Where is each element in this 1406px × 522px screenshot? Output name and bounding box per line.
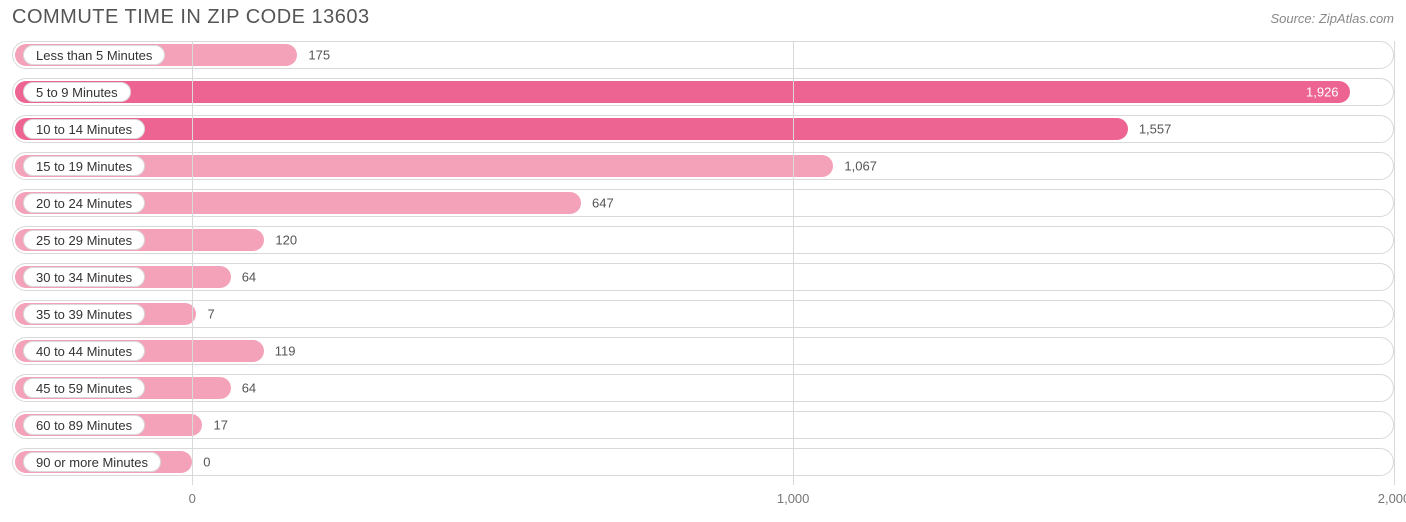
value-label: 64 (242, 381, 256, 396)
category-label: 10 to 14 Minutes (23, 119, 145, 139)
bar-row: Less than 5 Minutes 175 (12, 41, 1394, 69)
category-label: 60 to 89 Minutes (23, 415, 145, 435)
category-label: 20 to 24 Minutes (23, 193, 145, 213)
gridline (1394, 41, 1395, 485)
bar-row: 40 to 44 Minutes 119 (12, 337, 1394, 365)
chart-title: COMMUTE TIME IN ZIP CODE 13603 (12, 6, 370, 29)
value-label: 1,926 (1306, 85, 1339, 100)
category-label: 90 or more Minutes (23, 452, 161, 472)
chart-area: Less than 5 Minutes 175 5 to 9 Minutes 1,92… (12, 41, 1394, 485)
bar-row: 5 to 9 Minutes 1,926 (12, 78, 1394, 106)
value-label: 647 (592, 196, 614, 211)
value-label: 17 (213, 418, 227, 433)
bar-row: 30 to 34 Minutes 64 (12, 263, 1394, 291)
category-label: 45 to 59 Minutes (23, 378, 145, 398)
value-label: 120 (275, 233, 297, 248)
category-label: 15 to 19 Minutes (23, 156, 145, 176)
category-label: 35 to 39 Minutes (23, 304, 145, 324)
value-label: 7 (207, 307, 214, 322)
value-label: 175 (308, 48, 330, 63)
bar-row: 15 to 19 Minutes 1,067 (12, 152, 1394, 180)
x-tick-label: 0 (189, 491, 196, 506)
bar-row: 90 or more Minutes 0 (12, 448, 1394, 476)
bar (15, 118, 1128, 140)
value-label: 1,067 (844, 159, 877, 174)
category-label: 5 to 9 Minutes (23, 82, 131, 102)
bar-row: 35 to 39 Minutes 7 (12, 300, 1394, 328)
x-tick-label: 1,000 (777, 491, 810, 506)
gridline (192, 41, 193, 485)
chart-header: COMMUTE TIME IN ZIP CODE 13603 Source: Z… (0, 0, 1406, 29)
category-label: 40 to 44 Minutes (23, 341, 145, 361)
bar-row: 10 to 14 Minutes 1,557 (12, 115, 1394, 143)
value-label: 1,557 (1139, 122, 1172, 137)
category-label: 25 to 29 Minutes (23, 230, 145, 250)
value-label: 0 (203, 455, 210, 470)
bar-row: 45 to 59 Minutes 64 (12, 374, 1394, 402)
chart-rows: Less than 5 Minutes 175 5 to 9 Minutes 1,92… (12, 41, 1394, 485)
bar (15, 81, 1350, 103)
chart-source: Source: ZipAtlas.com (1270, 11, 1394, 26)
x-axis: 01,0002,000 (12, 491, 1394, 511)
bar-row: 25 to 29 Minutes 120 (12, 226, 1394, 254)
x-tick-label: 2,000 (1378, 491, 1406, 506)
bar-row: 60 to 89 Minutes 17 (12, 411, 1394, 439)
category-label: 30 to 34 Minutes (23, 267, 145, 287)
category-label: Less than 5 Minutes (23, 45, 165, 65)
value-label: 119 (275, 344, 296, 359)
gridline (793, 41, 794, 485)
value-label: 64 (242, 270, 256, 285)
bar-row: 20 to 24 Minutes 647 (12, 189, 1394, 217)
